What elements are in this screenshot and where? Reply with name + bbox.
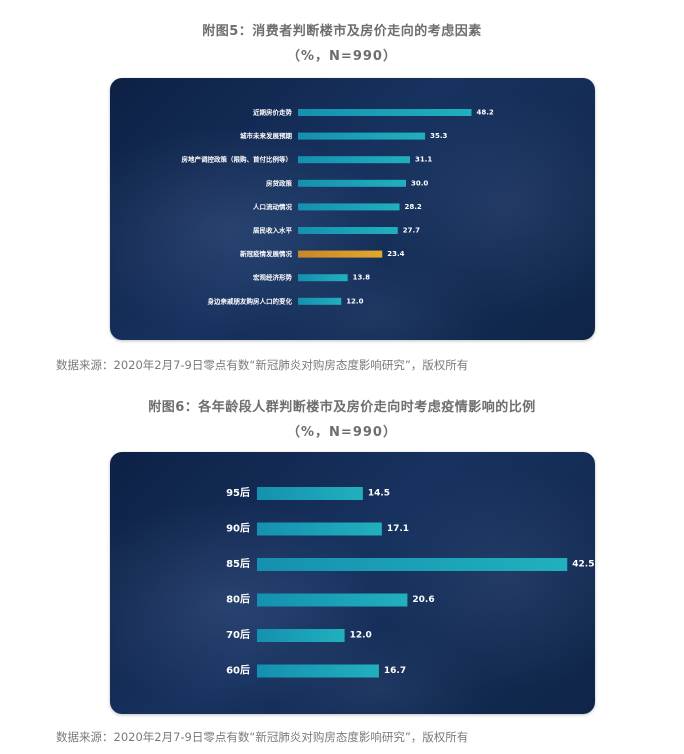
- category-label: 居民收入水平: [253, 226, 293, 235]
- category-label: 宏观经济形势: [253, 273, 293, 282]
- category-label: 人口流动情况: [253, 202, 293, 211]
- chart5-source: 数据来源：2020年2月7-9日零点有数“新冠肺炎对购房态度影响研究”，版权所有: [56, 358, 469, 372]
- bar: [298, 297, 342, 305]
- bar: [257, 487, 363, 500]
- chart6-plot: 95后 14.5 90后 17.1 85后 42.5 80后 20.6 70后 12.0 60后 16…: [226, 486, 594, 678]
- category-label: 身边亲戚朋友购房人口的变化: [208, 296, 293, 305]
- category-label: 新冠疫情发展情况: [240, 249, 293, 258]
- bar: [298, 274, 348, 282]
- bar: [298, 179, 406, 187]
- value-label: 12.0: [350, 631, 372, 641]
- bar-highlight: [298, 250, 383, 258]
- chart5-plot: 近期房价走势 48.2 城市未来发展预期 35.3 房地产调控政策（限购、首付比例等） 3…: [182, 108, 494, 306]
- value-label: 28.2: [405, 203, 422, 211]
- value-label: 12.0: [346, 297, 363, 305]
- category-label: 90后: [226, 522, 250, 535]
- category-label: 城市未来发展预期: [240, 131, 293, 140]
- value-label: 20.6: [412, 595, 434, 605]
- category-label: 80后: [226, 593, 250, 606]
- value-label: 30.0: [411, 179, 428, 187]
- value-label: 31.1: [415, 156, 432, 164]
- value-label: 27.7: [403, 227, 420, 235]
- bar: [257, 558, 568, 571]
- bar: [257, 629, 345, 642]
- bar: [257, 664, 379, 678]
- category-label: 近期房价走势: [253, 108, 293, 117]
- chart5-title: 附图5：消费者判断楼市及房价走向的考虑因素: [202, 24, 482, 39]
- value-label: 35.3: [430, 132, 447, 140]
- bar: [298, 132, 426, 140]
- chart6-source: 数据来源：2020年2月7-9日零点有数“新冠肺炎对购房态度影响研究”，版权所有: [56, 730, 469, 744]
- category-label: 70后: [226, 628, 250, 641]
- category-label: 60后: [226, 664, 250, 677]
- category-label: 房地产调控政策（限购、首付比例等）: [182, 155, 293, 164]
- bar: [257, 593, 408, 607]
- chart5-subtitle: （%，N=990）: [287, 49, 397, 64]
- category-label: 房贷政策: [266, 178, 293, 187]
- value-label: 17.1: [387, 524, 409, 534]
- bar: [298, 227, 398, 234]
- chart5-panel: 近期房价走势 48.2 城市未来发展预期 35.3 房地产调控政策（限购、首付比例等） 3…: [110, 78, 595, 340]
- bar: [298, 109, 472, 116]
- value-label: 48.2: [477, 109, 494, 117]
- value-label: 16.7: [384, 666, 406, 676]
- value-label: 23.4: [387, 250, 404, 258]
- value-label: 14.5: [368, 489, 390, 499]
- chart6-panel: 95后 14.5 90后 17.1 85后 42.5 80后 20.6 70后 12.0 60后 16…: [110, 452, 595, 714]
- chart6-subtitle: （%，N=990）: [287, 425, 397, 440]
- category-label: 95后: [226, 486, 250, 499]
- category-label: 85后: [226, 557, 250, 570]
- chart6-title: 附图6：各年龄段人群判断楼市及房价走向时考虑疫情影响的比例: [148, 400, 536, 415]
- bar: [298, 156, 410, 164]
- bar: [257, 522, 382, 536]
- bar: [298, 203, 400, 211]
- value-label: 42.5: [572, 560, 594, 570]
- value-label: 13.8: [353, 274, 370, 282]
